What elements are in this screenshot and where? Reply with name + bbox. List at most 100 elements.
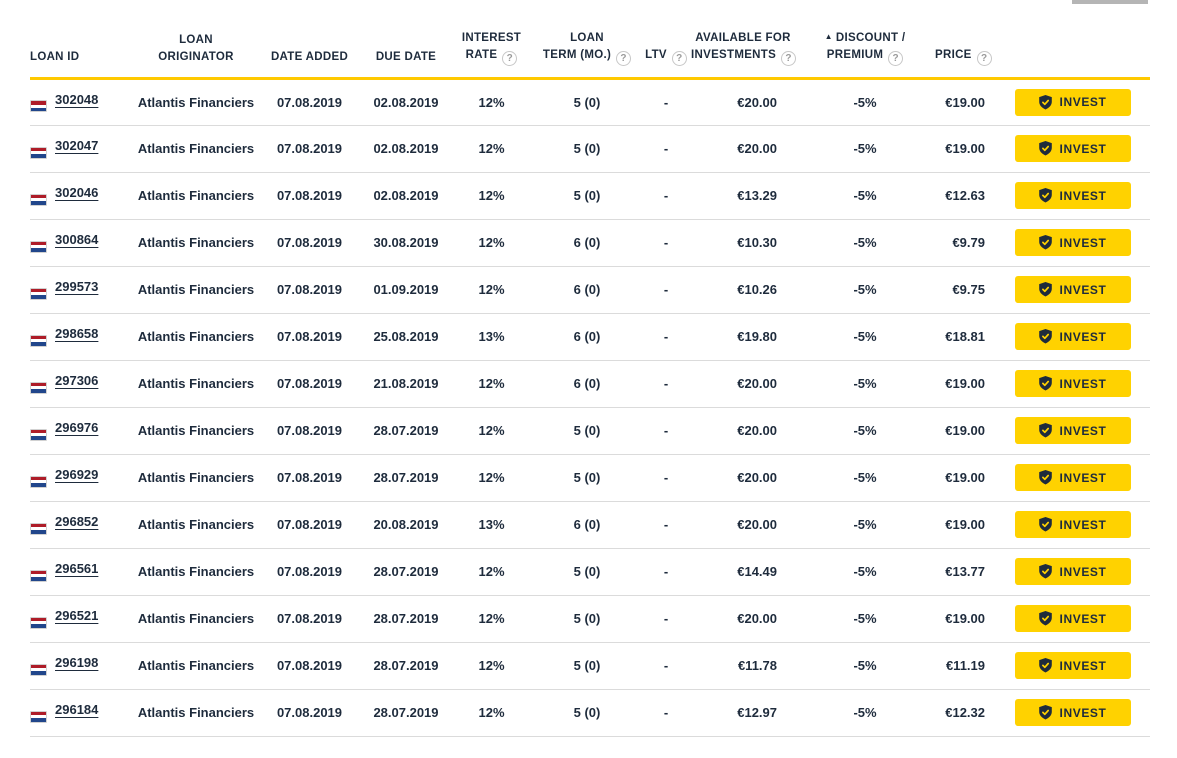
due-date-cell: 01.09.2019 — [362, 266, 450, 314]
invest-button[interactable]: INVEST — [1014, 88, 1131, 116]
due-date-cell: 02.08.2019 — [362, 125, 450, 173]
help-icon[interactable]: ? — [976, 50, 992, 66]
col-header-interest-rate[interactable]: INTEREST RATE? — [450, 0, 533, 80]
invest-button[interactable]: INVEST — [1014, 323, 1131, 350]
loan-id-link[interactable]: 302047 — [55, 138, 99, 154]
invest-button[interactable]: INVEST — [1014, 417, 1131, 444]
date-added-cell: 07.08.2019 — [257, 407, 362, 455]
loan-id-link[interactable]: 296976 — [55, 420, 99, 436]
loan-id-link[interactable]: 296852 — [55, 514, 99, 530]
actions-cell: INVEST — [995, 360, 1150, 408]
loan-term-cell: 5 (0) — [533, 125, 641, 173]
loan-id-cell: 297306 — [30, 360, 135, 408]
col-header-loan-term[interactable]: LOAN TERM (MO.)? — [533, 0, 641, 80]
table-row: 302046 Atlantis Financiers 07.08.2019 02… — [30, 172, 1150, 220]
table-row: 296198 Atlantis Financiers 07.08.2019 28… — [30, 642, 1150, 690]
loan-id-link[interactable]: 297306 — [55, 373, 99, 389]
table-row: 296976 Atlantis Financiers 07.08.2019 28… — [30, 407, 1150, 455]
invest-button[interactable]: INVEST — [1014, 652, 1131, 679]
shield-check-icon — [1038, 564, 1052, 579]
actions-cell: INVEST — [995, 172, 1150, 220]
price-cell: €19.00 — [935, 125, 995, 173]
sort-ascending-icon: ▲ — [824, 31, 833, 41]
ltv-cell: - — [641, 642, 691, 690]
discount-premium-cell: -5% — [795, 313, 935, 361]
invest-button[interactable]: INVEST — [1014, 135, 1131, 162]
loan-id-link[interactable]: 296198 — [55, 655, 99, 671]
date-added-cell: 07.08.2019 — [257, 595, 362, 643]
discount-premium-cell: -5% — [795, 360, 935, 408]
invest-button[interactable]: INVEST — [1014, 605, 1131, 632]
invest-button[interactable]: INVEST — [1014, 276, 1131, 303]
due-date-cell: 28.07.2019 — [362, 454, 450, 502]
shield-check-icon — [1038, 235, 1052, 250]
loan-id-link[interactable]: 298658 — [55, 326, 99, 342]
loan-table: LOAN ID LOAN ORIGINATOR DATE ADDED DUE D… — [30, 0, 1150, 737]
invest-button-label: INVEST — [1059, 611, 1107, 626]
available-for-investments-cell: €20.00 — [691, 125, 795, 173]
invest-button[interactable]: INVEST — [1014, 229, 1131, 256]
discount-premium-cell: -5% — [795, 125, 935, 173]
col-header-due-date[interactable]: DUE DATE — [362, 0, 450, 80]
loan-term-cell: 5 (0) — [533, 454, 641, 502]
loan-listing-table: LOAN ID LOAN ORIGINATOR DATE ADDED DUE D… — [30, 0, 1150, 737]
actions-cell: INVEST — [995, 454, 1150, 502]
due-date-cell: 25.08.2019 — [362, 313, 450, 361]
due-date-cell: 28.07.2019 — [362, 642, 450, 690]
help-icon[interactable]: ? — [502, 50, 518, 66]
due-date-cell: 21.08.2019 — [362, 360, 450, 408]
discount-premium-cell: -5% — [795, 407, 935, 455]
loan-id-link[interactable]: 300864 — [55, 232, 99, 248]
loan-id-link[interactable]: 296184 — [55, 702, 99, 718]
loan-id-cell: 296198 — [30, 642, 135, 690]
date-added-cell: 07.08.2019 — [257, 501, 362, 549]
loan-term-cell: 5 (0) — [533, 172, 641, 220]
table-row: 300864 Atlantis Financiers 07.08.2019 30… — [30, 219, 1150, 267]
loan-term-cell: 6 (0) — [533, 266, 641, 314]
col-header-ltv[interactable]: LTV? — [641, 0, 691, 80]
help-icon[interactable]: ? — [671, 50, 687, 66]
col-header-available-for-investments[interactable]: AVAILABLE FOR INVESTMENTS? — [691, 0, 797, 80]
netherlands-flag-icon — [30, 193, 47, 206]
loan-id-cell: 299573 — [30, 266, 135, 314]
actions-cell: INVEST — [995, 219, 1150, 267]
ltv-cell: - — [641, 219, 691, 267]
help-icon[interactable]: ? — [888, 50, 904, 66]
col-header-price[interactable]: PRICE? — [935, 0, 995, 80]
col-header-loan-originator[interactable]: LOAN ORIGINATOR — [135, 0, 257, 80]
interest-rate-cell: 12% — [450, 360, 533, 408]
help-icon[interactable]: ? — [781, 50, 797, 66]
invest-button[interactable]: INVEST — [1014, 182, 1131, 209]
loan-id-link[interactable]: 302046 — [55, 185, 99, 201]
ltv-cell: - — [641, 360, 691, 408]
netherlands-flag-icon — [30, 616, 47, 629]
actions-cell: INVEST — [995, 501, 1150, 549]
help-icon[interactable]: ? — [616, 50, 632, 66]
loan-id-link[interactable]: 296929 — [55, 467, 99, 483]
loan-id-link[interactable]: 302048 — [55, 91, 99, 107]
netherlands-flag-icon — [30, 381, 47, 394]
invest-button[interactable]: INVEST — [1014, 699, 1131, 726]
loan-id-link[interactable]: 299573 — [55, 279, 99, 295]
invest-button[interactable]: INVEST — [1014, 558, 1131, 585]
netherlands-flag-icon — [30, 287, 47, 300]
invest-button[interactable]: INVEST — [1014, 511, 1131, 538]
loan-originator-cell: Atlantis Financiers — [135, 78, 257, 126]
shield-check-icon — [1038, 376, 1052, 391]
interest-rate-cell: 13% — [450, 501, 533, 549]
interest-rate-cell: 12% — [450, 266, 533, 314]
loan-term-cell: 5 (0) — [533, 595, 641, 643]
invest-button[interactable]: INVEST — [1014, 370, 1131, 397]
col-header-discount-premium[interactable]: ▲ DISCOUNT / PREMIUM? — [795, 0, 935, 80]
date-added-cell: 07.08.2019 — [257, 360, 362, 408]
col-header-date-added[interactable]: DATE ADDED — [257, 0, 362, 80]
loan-id-cell: 296976 — [30, 407, 135, 455]
date-added-cell: 07.08.2019 — [257, 642, 362, 690]
price-cell: €9.75 — [935, 266, 995, 314]
loan-id-link[interactable]: 296521 — [55, 608, 99, 624]
invest-button[interactable]: INVEST — [1014, 464, 1131, 491]
loan-id-link[interactable]: 296561 — [55, 561, 99, 577]
col-header-loan-id[interactable]: LOAN ID — [30, 0, 135, 80]
interest-rate-cell: 12% — [450, 689, 533, 737]
interest-rate-cell: 12% — [450, 642, 533, 690]
